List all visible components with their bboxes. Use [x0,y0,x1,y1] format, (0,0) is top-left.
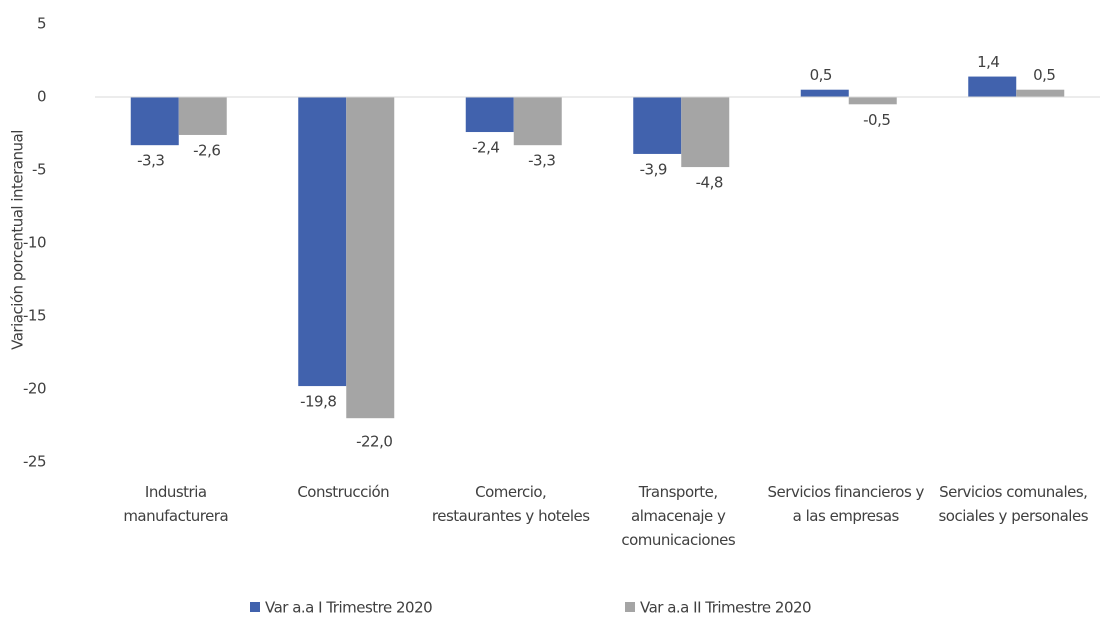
data-label: 0,5 [810,66,832,84]
data-label: 0,5 [1033,66,1055,84]
data-label: -22,0 [356,433,392,451]
data-label: -3,3 [528,152,555,170]
y-tick-label: -20 [23,380,46,398]
y-tick-label: -10 [23,234,46,252]
bar [681,97,730,168]
legend-swatch [625,602,635,612]
bar [800,89,849,97]
y-tick-label: -15 [23,307,46,325]
bar [968,76,1017,97]
bar [848,97,897,105]
y-tick-label: -25 [23,453,46,471]
legend-swatch [250,602,260,612]
x-tick-label: Industria manufacturera [123,483,229,525]
bar [513,97,562,146]
x-tick-label: Servicios comunales, sociales y personal… [938,483,1089,525]
bar [633,97,682,154]
legend-label: Var a.a II Trimestre 2020 [640,599,811,617]
bar [465,97,514,133]
y-tick-label: 0 [37,88,46,106]
y-tick-label: -5 [32,161,46,179]
data-label: -0,5 [863,111,890,129]
x-tick-label: Construcción [297,483,390,501]
legend-label: Var a.a I Trimestre 2020 [265,599,432,617]
x-tick-label: Servicios financieros y a las empresas [767,483,925,525]
bar [130,97,179,146]
y-tick-label: 5 [37,15,46,33]
data-label: -3,3 [137,152,164,170]
bar [178,97,227,135]
data-label: -19,8 [300,393,336,411]
bar [346,97,395,419]
bar [1016,89,1065,97]
data-label: -2,4 [472,139,499,157]
data-label: -2,6 [193,141,220,159]
y-axis-title: Variación porcentual interanual [9,130,27,350]
x-tick-label: Transporte, almacenaje y comunicaciones [621,483,736,549]
data-label: -4,8 [696,174,723,192]
x-tick-label: Comercio, restaurantes y hoteles [431,483,590,525]
bar [298,97,347,387]
data-label: 1,4 [977,53,999,71]
data-label: -3,9 [640,160,667,178]
